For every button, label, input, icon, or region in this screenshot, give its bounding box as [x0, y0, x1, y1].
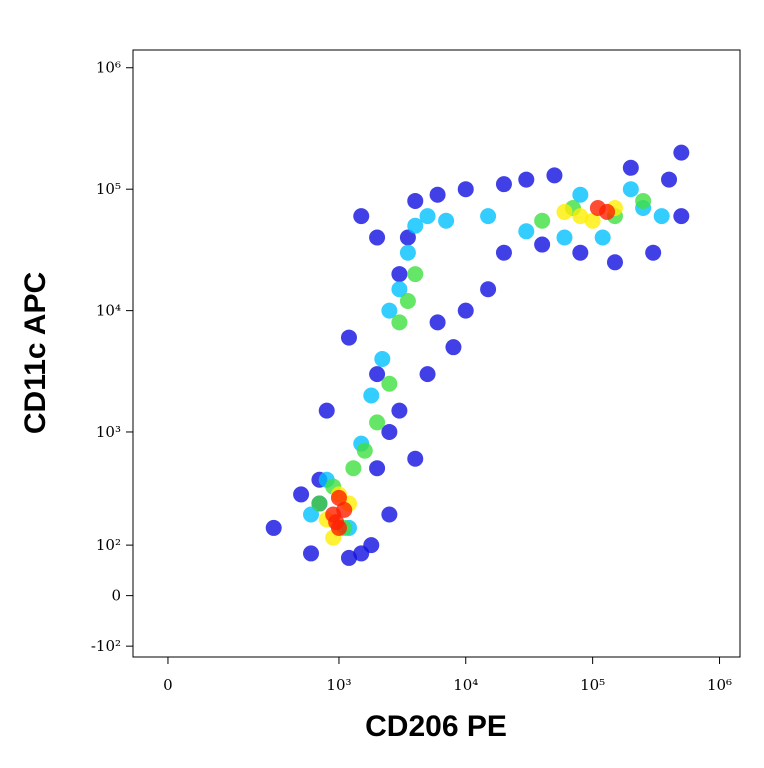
x-axis-label: CD206 PE — [365, 710, 507, 743]
x-tick-label: 10⁶ — [707, 676, 732, 694]
point — [407, 217, 424, 234]
point — [653, 208, 670, 225]
point — [311, 495, 328, 512]
y-tick-label: -10² — [91, 637, 121, 655]
point — [457, 181, 474, 198]
x-tick-label: 10⁴ — [453, 676, 478, 694]
point — [381, 302, 398, 319]
point — [391, 402, 408, 419]
point — [622, 159, 639, 176]
x-tick-label: 0 — [163, 676, 173, 694]
y-axis-label: CD11c APC — [19, 272, 52, 434]
plot-frame — [132, 49, 741, 658]
point — [419, 208, 436, 225]
point — [399, 244, 416, 261]
point — [328, 514, 345, 531]
point — [407, 192, 424, 209]
point — [534, 236, 551, 253]
y-tick-label: 10² — [96, 536, 121, 554]
point — [374, 350, 391, 367]
point — [556, 229, 573, 246]
point — [480, 281, 497, 298]
point — [645, 244, 662, 261]
point — [407, 450, 424, 467]
point — [369, 460, 386, 477]
point — [556, 203, 573, 220]
point — [303, 545, 320, 562]
point — [445, 339, 462, 356]
point — [518, 171, 535, 188]
point — [622, 181, 639, 198]
x-tick-label: 10³ — [326, 676, 351, 694]
point — [293, 486, 310, 503]
point — [635, 192, 652, 209]
y-tick-label: 0 — [111, 587, 121, 605]
point — [438, 212, 455, 229]
point — [399, 293, 416, 310]
point — [534, 212, 551, 229]
y-tick-label: 10⁴ — [96, 302, 121, 320]
point — [429, 314, 446, 331]
point — [303, 506, 320, 523]
y-tick-label: 10⁵ — [96, 180, 121, 198]
point — [572, 186, 589, 203]
point — [381, 506, 398, 523]
point — [381, 423, 398, 440]
point — [330, 489, 347, 506]
point — [419, 366, 436, 383]
point — [340, 549, 357, 566]
point — [318, 402, 335, 419]
point — [546, 167, 563, 184]
point — [661, 171, 678, 188]
point — [572, 208, 589, 225]
point — [673, 208, 690, 225]
point — [673, 144, 690, 161]
point — [495, 176, 512, 193]
point — [480, 208, 497, 225]
point — [594, 229, 611, 246]
point — [363, 537, 380, 554]
point — [369, 366, 386, 383]
point — [345, 460, 362, 477]
point — [495, 244, 512, 261]
point — [429, 186, 446, 203]
point — [363, 387, 380, 404]
point — [407, 266, 424, 283]
point — [381, 375, 398, 392]
point — [369, 229, 386, 246]
point — [518, 223, 535, 240]
point — [353, 208, 370, 225]
point — [391, 266, 408, 283]
point — [391, 314, 408, 331]
point — [265, 519, 282, 536]
point — [599, 203, 616, 220]
point — [391, 281, 408, 298]
point — [457, 302, 474, 319]
point — [399, 229, 416, 246]
point — [584, 212, 601, 229]
point — [340, 329, 357, 346]
point — [572, 244, 589, 261]
y-tick-label: 10³ — [96, 423, 121, 441]
x-tick-label: 10⁵ — [580, 676, 605, 694]
point — [606, 254, 623, 271]
y-tick-label: 10⁶ — [96, 59, 121, 77]
point — [336, 501, 353, 518]
point — [356, 442, 373, 459]
point — [369, 414, 386, 431]
